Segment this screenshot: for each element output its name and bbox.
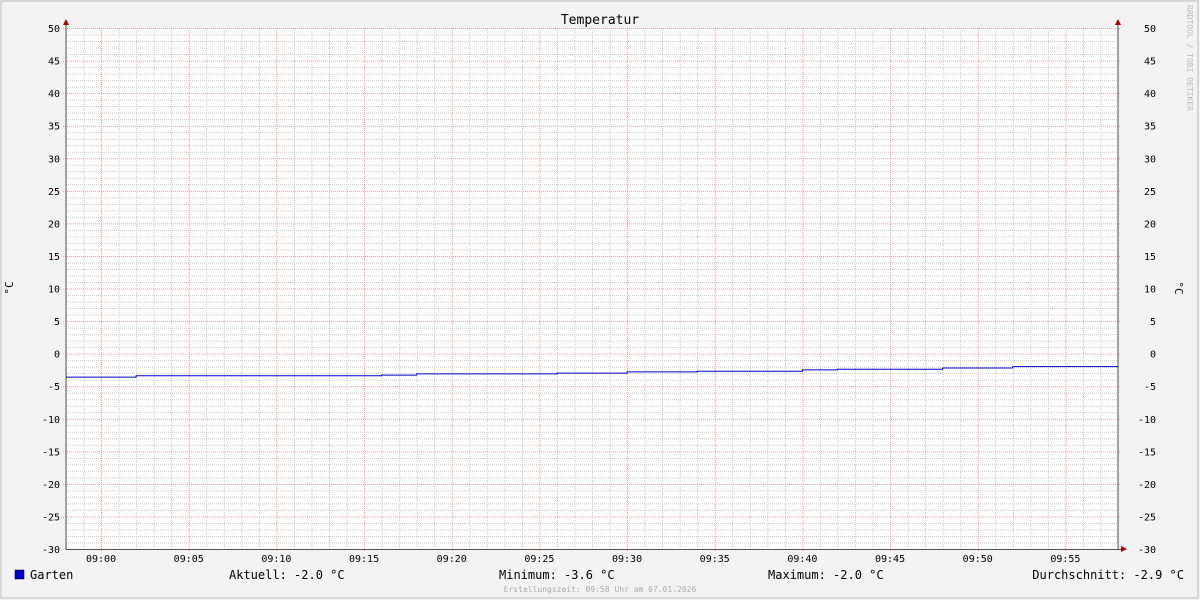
x-tick-label: 09:50	[963, 554, 993, 565]
y-tick-label-right: 40	[1144, 89, 1156, 100]
y-axis-right-arrow-icon	[1115, 19, 1121, 25]
x-tick-label: 09:30	[612, 554, 642, 565]
y-tick-label-right: 45	[1144, 57, 1156, 68]
y-tick-label-right: 20	[1144, 219, 1156, 230]
y-tick-label: -5	[48, 382, 60, 393]
y-tick-label: 40	[48, 89, 60, 100]
y-tick-label: 15	[48, 252, 60, 263]
y-tick-label: -30	[42, 545, 60, 556]
y-axis-label: °C	[3, 281, 16, 294]
series-line-garten	[66, 366, 1118, 378]
legend-maximum: Maximum: -2.0 °C	[768, 568, 884, 582]
y-tick-label: 25	[48, 187, 60, 198]
legend-label: Garten	[30, 568, 73, 582]
legend-average: Durchschnitt: -2.9 °C	[1032, 568, 1184, 582]
x-axis-arrow-icon	[1121, 546, 1127, 552]
y-axis-arrow-icon	[63, 19, 69, 25]
y-tick-label: 45	[48, 57, 60, 68]
y-axis-label-right: °C	[1172, 281, 1185, 294]
y-tick-label: -10	[42, 415, 60, 426]
y-tick-label-right: 50	[1144, 24, 1156, 35]
y-tick-label-right: 0	[1150, 350, 1156, 361]
y-tick-label-right: 25	[1144, 187, 1156, 198]
y-tick-label: 0	[54, 350, 60, 361]
y-tick-label: 20	[48, 219, 60, 230]
y-tick-label: -20	[42, 480, 60, 491]
x-tick-label: 09:40	[787, 554, 817, 565]
y-tick-label-right: 15	[1144, 252, 1156, 263]
y-tick-label-right: -20	[1138, 480, 1156, 491]
chart-title: Temperatur	[561, 13, 639, 28]
y-tick-label-right: 10	[1144, 285, 1156, 296]
watermark: RRDTOOL / TOBI OETIKER	[1185, 5, 1194, 111]
x-tick-label: 09:25	[524, 554, 554, 565]
y-tick-label-right: -30	[1138, 545, 1156, 556]
y-tick-label: 35	[48, 122, 60, 133]
x-tick-label: 09:35	[700, 554, 730, 565]
x-tick-label: 09:10	[261, 554, 291, 565]
x-tick-label: 09:00	[86, 554, 116, 565]
legend-minimum: Minimum: -3.6 °C	[499, 568, 615, 582]
x-tick-label: 09:15	[349, 554, 379, 565]
legend-swatch	[14, 569, 25, 580]
y-tick-label-right: -5	[1144, 382, 1156, 393]
y-tick-label-right: -25	[1138, 512, 1156, 523]
y-tick-label: -15	[42, 447, 60, 458]
footer-timestamp: Erstellungszeit: 09:58 Uhr am 07.01.2026	[504, 585, 697, 594]
y-tick-label-right: -10	[1138, 415, 1156, 426]
legend-current: Aktuell: -2.0 °C	[229, 568, 345, 582]
y-tick-label: 5	[54, 317, 60, 328]
y-tick-label: 50	[48, 24, 60, 35]
y-tick-label-right: -15	[1138, 447, 1156, 458]
x-tick-label: 09:05	[174, 554, 204, 565]
x-tick-label: 09:20	[437, 554, 467, 565]
y-tick-label: 10	[48, 285, 60, 296]
y-tick-label: -25	[42, 512, 60, 523]
x-tick-label: 09:45	[875, 554, 905, 565]
y-tick-label-right: 30	[1144, 154, 1156, 165]
y-tick-label: 30	[48, 154, 60, 165]
x-tick-label: 09:55	[1050, 554, 1080, 565]
y-tick-label-right: 5	[1150, 317, 1156, 328]
y-tick-label-right: 35	[1144, 122, 1156, 133]
